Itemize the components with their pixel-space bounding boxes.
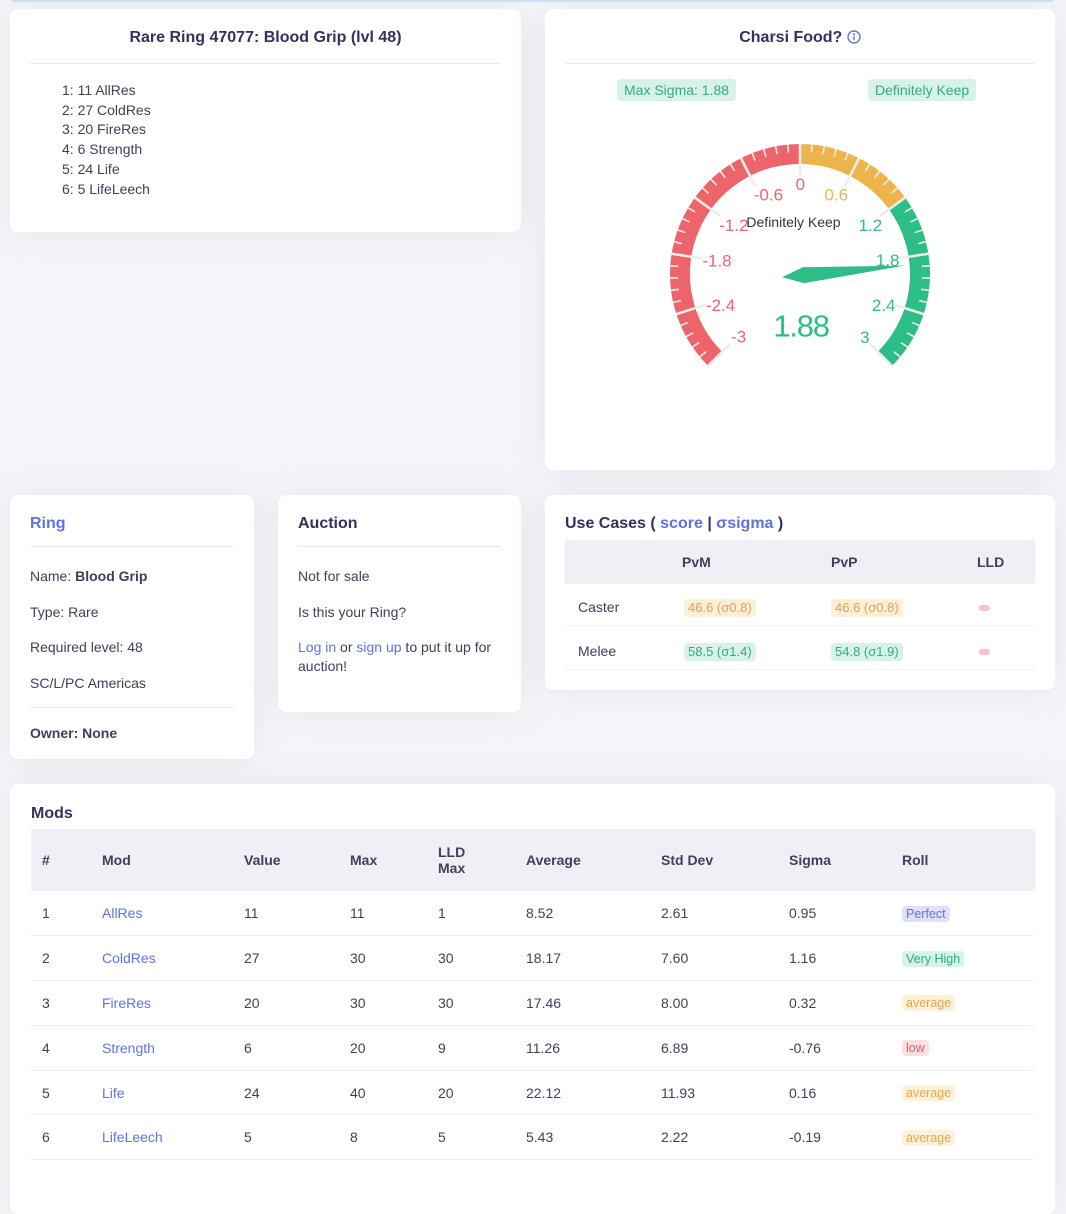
- svg-text:3: 3: [860, 328, 869, 347]
- svg-text:-2.4: -2.4: [706, 296, 735, 315]
- svg-text:-1.8: -1.8: [702, 251, 731, 270]
- svg-text:-0.6: -0.6: [754, 186, 783, 205]
- svg-text:1.2: 1.2: [859, 216, 883, 235]
- svg-text:1.88: 1.88: [773, 309, 829, 344]
- svg-text:-3: -3: [731, 328, 746, 347]
- svg-text:0.6: 0.6: [824, 186, 848, 205]
- svg-text:Definitely Keep: Definitely Keep: [746, 214, 840, 230]
- svg-text:0: 0: [796, 175, 805, 194]
- svg-text:-1.2: -1.2: [719, 216, 748, 235]
- svg-text:2.4: 2.4: [872, 296, 896, 315]
